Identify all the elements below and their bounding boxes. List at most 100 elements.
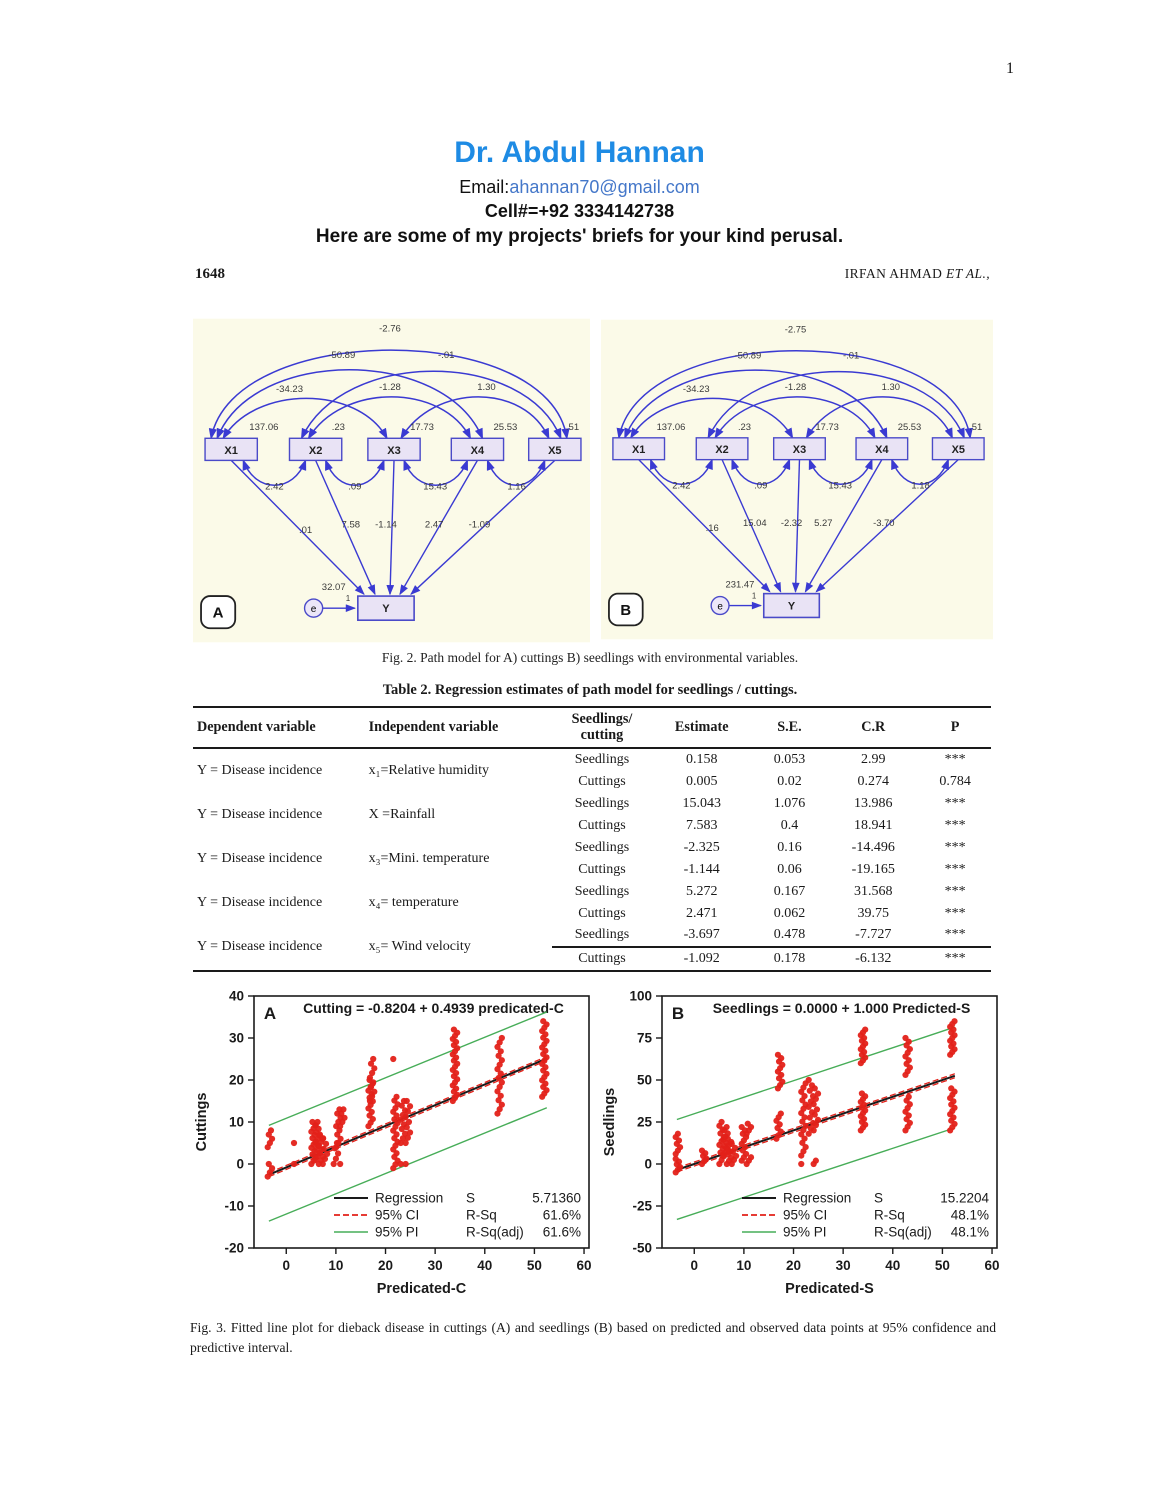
scatter-points bbox=[672, 1018, 958, 1176]
independent-cell: x₄= temperature bbox=[368, 894, 459, 910]
cov-x4x5: 1.16 bbox=[507, 482, 526, 493]
path-arrows bbox=[230, 459, 556, 613]
svg-text:20: 20 bbox=[786, 1258, 801, 1273]
email-link[interactable]: ahannan70@gmail.com bbox=[509, 176, 700, 197]
p-cell: *** bbox=[944, 839, 966, 855]
svg-text:100: 100 bbox=[629, 989, 652, 1004]
cov-x1x3: -34.23 bbox=[683, 383, 710, 394]
cell-number: Cell#=+92 3334142738 bbox=[484, 200, 675, 221]
x-boxes: X1 X2 X3 X4 X5 bbox=[204, 437, 582, 462]
legend: Regression 95% CI 95% PI bbox=[334, 1191, 443, 1240]
email-label: Email: bbox=[459, 176, 510, 197]
se-cell: 1.076 bbox=[773, 796, 806, 812]
table-header-row: Dependent variable Independent variable … bbox=[193, 705, 991, 750]
table-row: Y = Disease incidence x₄= temperature Se… bbox=[193, 881, 991, 910]
x2-box-label: X2 bbox=[309, 445, 323, 457]
estimate-cell: 7.583 bbox=[685, 817, 718, 833]
x2-box-label: X2 bbox=[715, 444, 728, 456]
path-x1: .16 bbox=[706, 522, 719, 533]
cov-x1x5: -2.75 bbox=[785, 324, 806, 335]
type-cell: Seedlings bbox=[552, 924, 652, 949]
error-node-label: e bbox=[311, 604, 317, 615]
error-weight: 1 bbox=[346, 594, 351, 603]
y-axis-label: Seedlings bbox=[602, 1088, 618, 1157]
error-weight: 1 bbox=[752, 592, 757, 601]
col-estimate: Estimate bbox=[651, 705, 752, 750]
type-cell: Seedlings bbox=[574, 752, 630, 768]
estimate-cell: -2.325 bbox=[683, 839, 720, 855]
svg-text:Predicated-C: Predicated-C bbox=[377, 1281, 467, 1297]
table-row: Cuttings 7.583 0.4 18.941 *** bbox=[193, 815, 991, 837]
svg-text:40: 40 bbox=[477, 1258, 492, 1273]
svg-text:75: 75 bbox=[637, 1031, 653, 1046]
svg-text:15.2204: 15.2204 bbox=[940, 1191, 989, 1206]
variance-x4: 25.53 bbox=[494, 422, 518, 433]
cr-cell: 2.99 bbox=[861, 752, 886, 768]
estimate-cell: -1.092 bbox=[651, 947, 752, 973]
coefficient-labels: -2.75 -50.89 -.01 -34.23 -1.28 1.30 2.42… bbox=[657, 324, 983, 601]
cr-cell: 0.274 bbox=[857, 774, 890, 790]
x3-box-label: X3 bbox=[387, 445, 401, 457]
cr-cell: -19.165 bbox=[851, 861, 895, 877]
type-cell: Cuttings bbox=[578, 817, 626, 833]
svg-text:B: B bbox=[620, 603, 631, 619]
svg-text:-25: -25 bbox=[632, 1199, 652, 1214]
svg-text:R-Sq: R-Sq bbox=[466, 1208, 497, 1223]
cov-x1x2: 2.42 bbox=[265, 482, 284, 493]
plot-frame bbox=[253, 995, 590, 1249]
cov-x2x3: .09 bbox=[348, 482, 361, 493]
col-cr: C.R bbox=[827, 705, 920, 750]
page-title: Dr. Abdul Hannan bbox=[454, 136, 705, 169]
estimate-cell: -3.697 bbox=[651, 924, 752, 949]
svg-text:Predicated-S: Predicated-S bbox=[785, 1281, 874, 1297]
path-x3: -2.32 bbox=[781, 517, 802, 528]
se-cell: 0.02 bbox=[777, 774, 802, 790]
svg-text:B: B bbox=[672, 1004, 684, 1023]
x4-box-label: X4 bbox=[875, 444, 888, 456]
svg-text:10: 10 bbox=[229, 1115, 244, 1130]
se-cell: 0.16 bbox=[777, 839, 802, 855]
journal-authors: IRFAN AHMAD ET AL., bbox=[844, 266, 990, 281]
svg-text:S: S bbox=[874, 1191, 883, 1206]
fig3-caption: Fig. 3. Fitted line plot for dieback dis… bbox=[190, 1320, 996, 1356]
type-cell: Seedlings bbox=[574, 796, 630, 812]
fitted-line-plot-a-svg: 0 10 20 30 40 50 60 -20 -10 0 10 20 30 40 Predicated-C… bbox=[194, 989, 592, 1298]
fitted-line-plot-b-svg: 0 10 20 30 40 50 60 -50 -25 0 25 50 75 100 Predicated-… bbox=[602, 989, 1000, 1298]
panel-label-a: A bbox=[200, 595, 237, 630]
cov-x2x3: .09 bbox=[754, 479, 767, 490]
cov-x1x2: 2.42 bbox=[672, 479, 690, 490]
p-cell: *** bbox=[944, 883, 966, 899]
svg-text:Regression: Regression bbox=[375, 1191, 443, 1206]
se-cell: 0.167 bbox=[773, 883, 806, 899]
table-row: Cuttings -1.092 0.178 -6.132 *** bbox=[193, 947, 991, 973]
cov-x2x5: -.01 bbox=[438, 350, 454, 361]
y-node: Y e bbox=[303, 595, 415, 622]
svg-text:-20: -20 bbox=[224, 1241, 244, 1256]
svg-text:50: 50 bbox=[637, 1073, 652, 1088]
svg-text:95% CI: 95% CI bbox=[375, 1208, 419, 1223]
legend: Regression 95% CI 95% PI bbox=[742, 1191, 851, 1240]
variance-x2: .23 bbox=[332, 422, 345, 433]
p-cell: *** bbox=[944, 796, 966, 812]
svg-text:10: 10 bbox=[736, 1258, 751, 1273]
panel-label: A bbox=[264, 1004, 276, 1023]
p-cell: *** bbox=[944, 861, 966, 877]
stats-block: S 15.2204 R-Sq 48.1% R-Sq(adj) 48.1% bbox=[874, 1191, 989, 1240]
svg-text:-50: -50 bbox=[632, 1241, 652, 1256]
independent-cell: x₃=Mini. temperature bbox=[368, 850, 490, 866]
independent-cell: x₅= Wind velocity bbox=[364, 924, 553, 973]
y-box-label: Y bbox=[382, 603, 390, 615]
panel-label: B bbox=[672, 1004, 684, 1023]
covariance-arcs bbox=[208, 349, 570, 486]
journal-header: 1648 IRFAN AHMAD ET AL., bbox=[195, 266, 990, 283]
type-cell: Cuttings bbox=[578, 861, 626, 877]
svg-text:Cutting = -0.8204 + 0.4939 pre: Cutting = -0.8204 + 0.4939 predicated-C bbox=[303, 1000, 564, 1016]
svg-text:95% PI: 95% PI bbox=[783, 1225, 827, 1240]
error-node-circle bbox=[710, 595, 730, 616]
fitted-line-plot-b: 0 10 20 30 40 50 60 -50 -25 0 25 50 75 100 Predicated-… bbox=[598, 984, 1008, 1304]
p-cell: *** bbox=[944, 817, 966, 833]
svg-text:0: 0 bbox=[691, 1258, 699, 1273]
type-cell: Cuttings bbox=[578, 774, 626, 790]
svg-text:60: 60 bbox=[985, 1258, 1000, 1273]
